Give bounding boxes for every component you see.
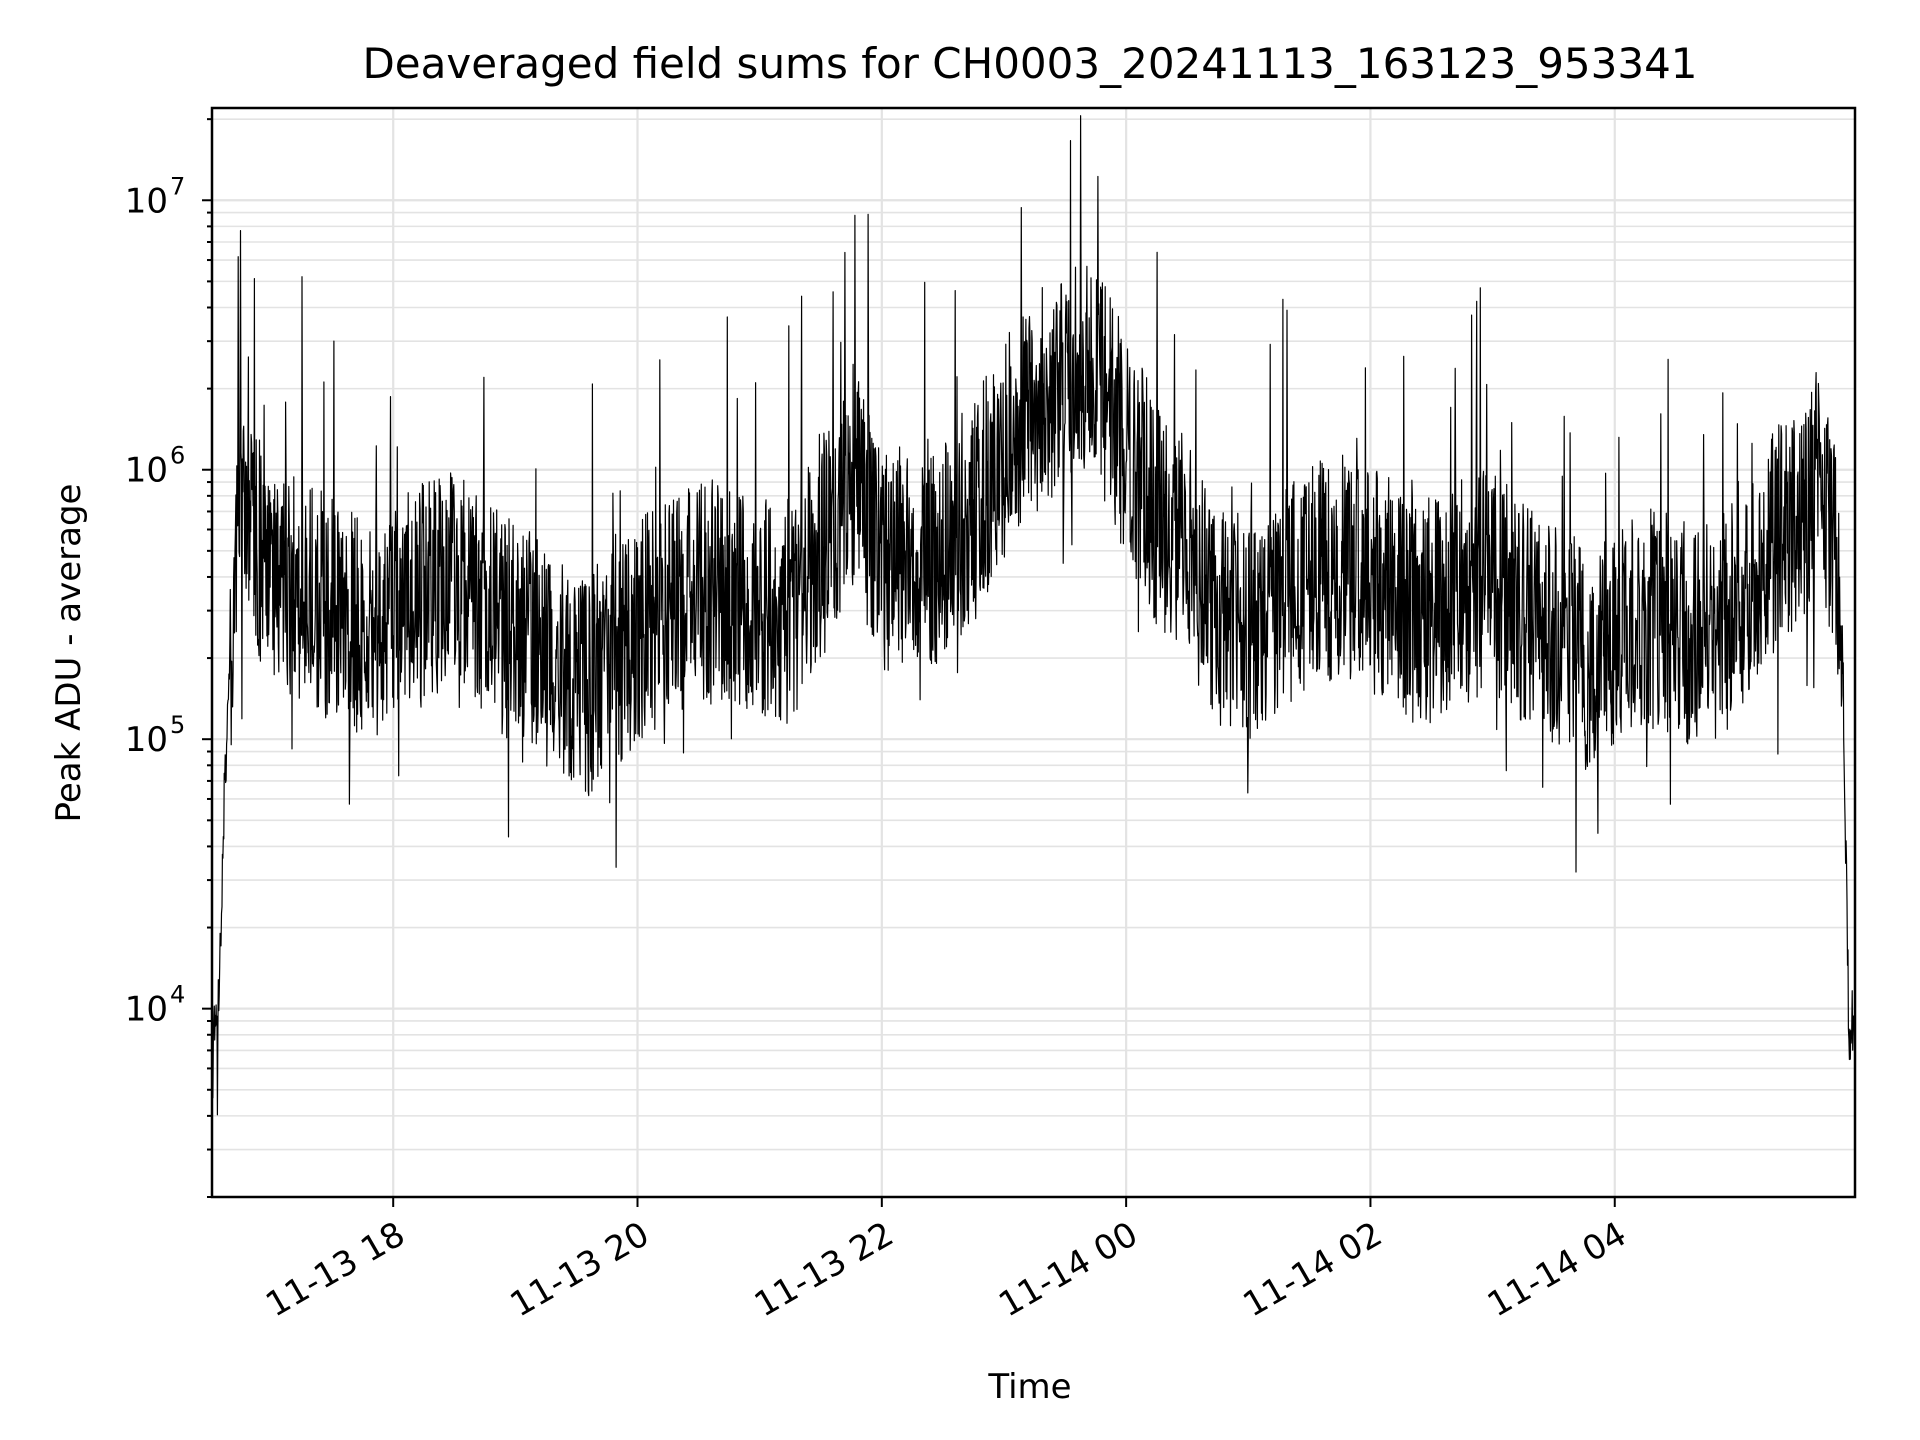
plot-frame: [210, 106, 1857, 1199]
y-tick-label: 10: [125, 990, 168, 1030]
series-line: [211, 115, 1856, 1116]
chart-title: Deaveraged field sums for CH0003_2024111…: [362, 39, 1697, 88]
series-line-group: [211, 115, 1856, 1116]
y-axis-label: Peak ADU - average: [49, 484, 89, 823]
y-tick-label-exponent: 4: [170, 981, 185, 1009]
y-tick-label: 10: [125, 451, 168, 491]
y-tick-label-exponent: 7: [170, 172, 185, 200]
x-axis-label: Time: [987, 1367, 1071, 1407]
y-tick-label-exponent: 5: [170, 711, 185, 739]
y-tick-label-exponent: 6: [170, 442, 185, 470]
y-tick-label: 10: [125, 720, 168, 760]
y-tick-label: 10: [125, 181, 168, 221]
